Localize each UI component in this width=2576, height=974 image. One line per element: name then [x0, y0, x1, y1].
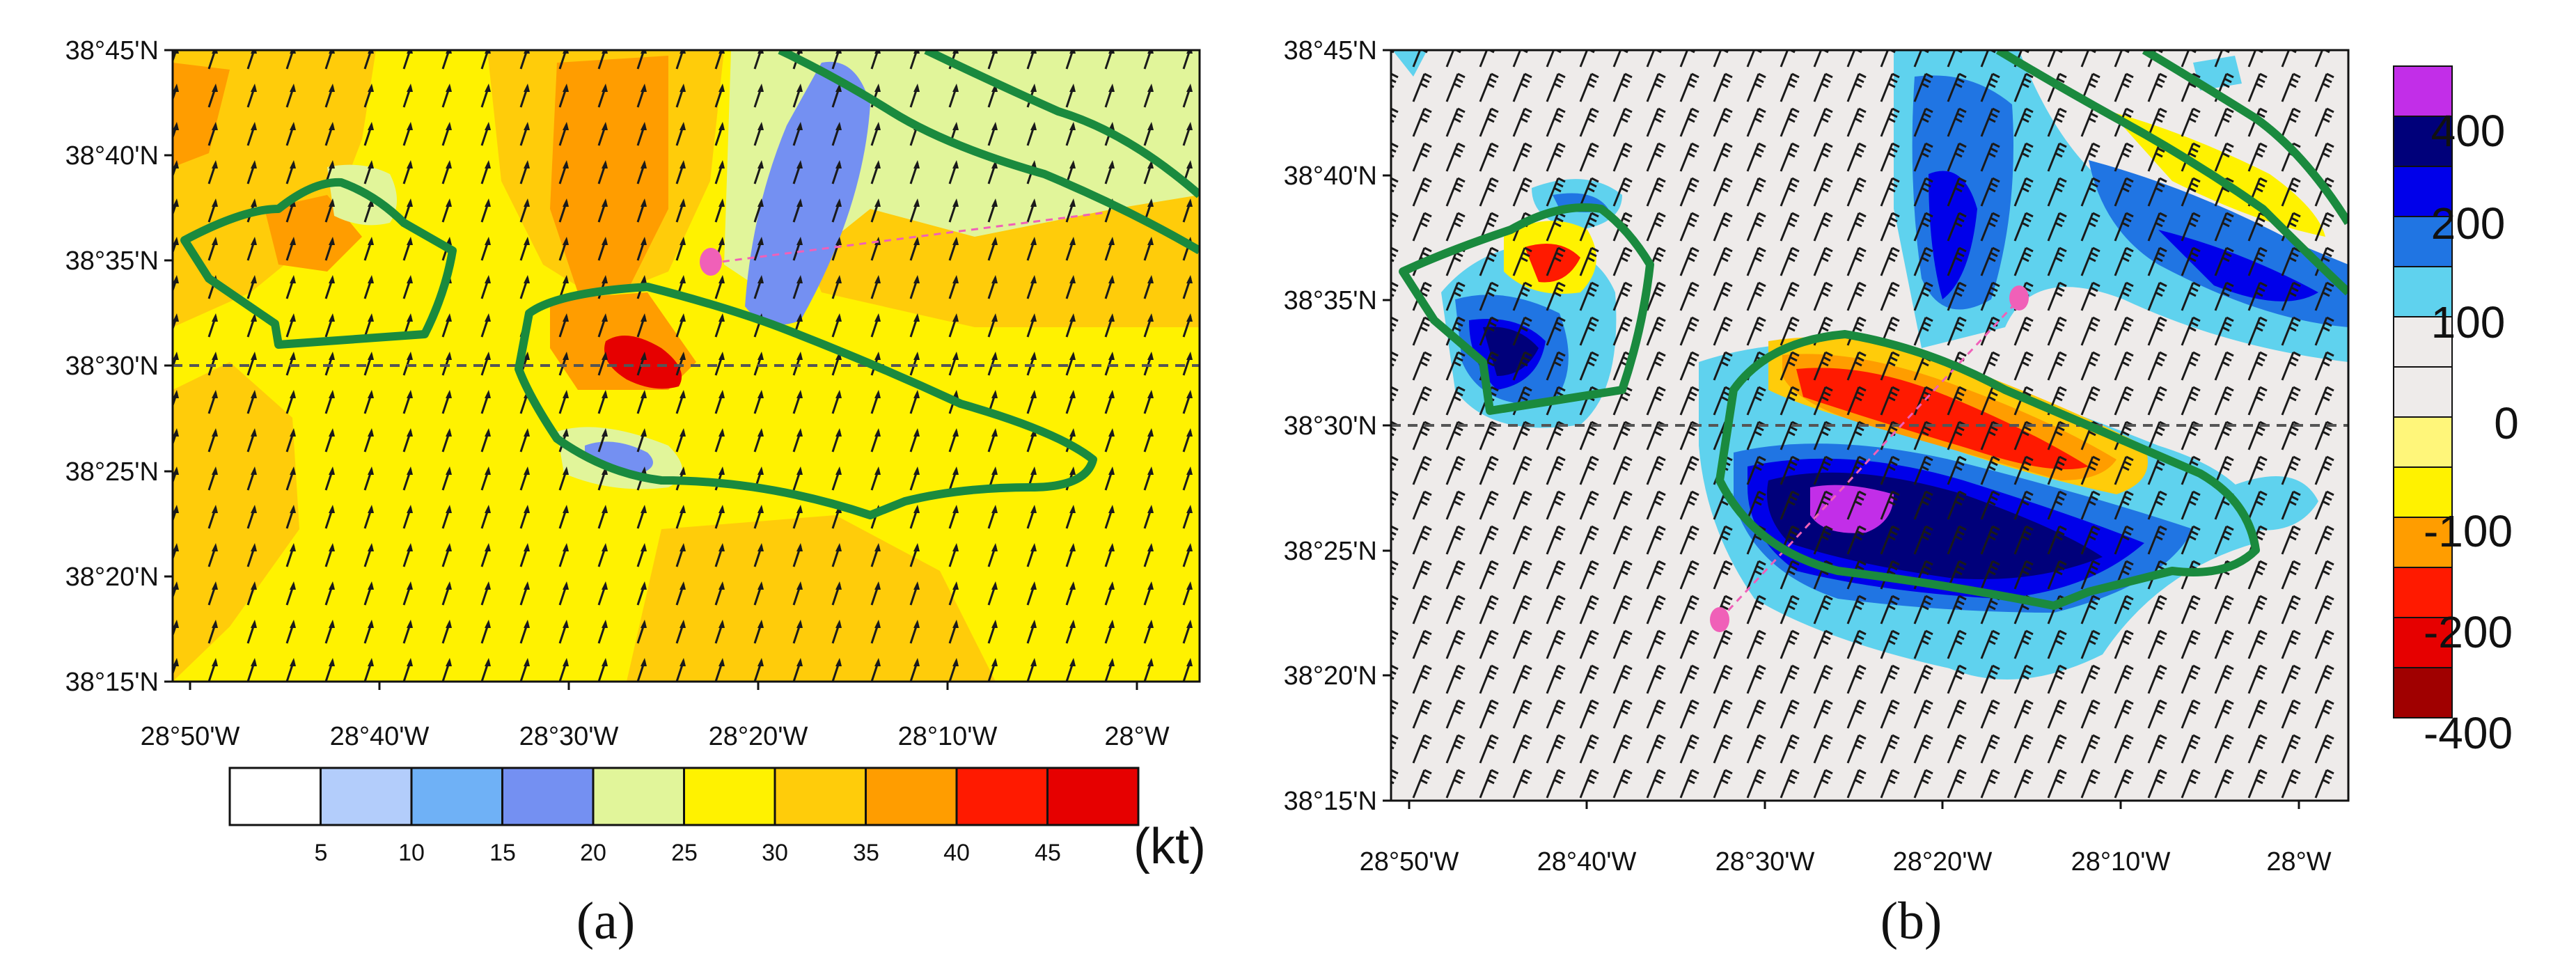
- colorbar-swatch: [2393, 517, 2453, 568]
- panel-b-label: (b): [1880, 892, 1942, 950]
- lon-tick-label: 28°20'W: [709, 722, 808, 751]
- storm-position-marker: [700, 248, 722, 276]
- colorbar-swatch: [2393, 116, 2453, 167]
- colorbar-swatch: [865, 767, 958, 826]
- colorbar-swatch: [320, 767, 413, 826]
- colorbar-swatch: [410, 767, 503, 826]
- colorbar-label: 5: [315, 840, 328, 866]
- island-outline-west: [1399, 203, 1654, 415]
- panel-a-lat-axis: 38°45'N 38°40'N 38°35'N 38°30'N 38°25'N …: [65, 36, 173, 697]
- colorbar-swatch: [683, 767, 776, 826]
- colorbar-swatch: [592, 767, 685, 826]
- lat-tick-label: 38°45'N: [1284, 36, 1377, 65]
- lat-tick-label: 38°40'N: [1284, 162, 1377, 191]
- colorbar-label: -400: [2424, 708, 2513, 758]
- lon-tick-label: 28°20'W: [1893, 847, 1993, 877]
- panel-a: 38°45'N 38°40'N 38°35'N 38°30'N 38°25'N …: [65, 36, 1206, 950]
- panel-a-map: [173, 50, 1200, 682]
- colorbar-label: 15: [489, 840, 516, 866]
- island-outline-central: [1715, 330, 2260, 610]
- lon-tick-label: 28°30'W: [1715, 847, 1815, 877]
- panel-b-lat-axis: 38°45'N 38°40'N 38°35'N 38°30'N 38°25'N …: [1284, 36, 1391, 816]
- colorbar-swatch: [2393, 416, 2453, 468]
- colorbar-label: -100: [2424, 506, 2513, 556]
- colorbar-label: 0: [2494, 398, 2519, 448]
- colorbar-label: -200: [2424, 607, 2513, 657]
- colorbar-swatch: [1046, 767, 1140, 826]
- colorbar-swatch: [2393, 466, 2453, 518]
- lat-tick-label: 38°40'N: [65, 141, 159, 171]
- lon-tick-label: 28°10'W: [2071, 847, 2171, 877]
- lat-tick-label: 38°25'N: [65, 457, 159, 487]
- storm-end-marker: [2009, 285, 2029, 311]
- colorbar-label: 20: [580, 840, 606, 866]
- lat-tick-label: 38°25'N: [1284, 537, 1377, 566]
- colorbar-label: 35: [853, 840, 879, 866]
- lon-tick-label: 28°W: [2266, 847, 2331, 877]
- panel-b-colorbar: 400 200 100 0 -100 -200 -400: [2393, 65, 2519, 758]
- lon-tick-label: 28°40'W: [330, 722, 430, 751]
- colorbar-swatch: [2393, 366, 2453, 418]
- colorbar-swatch: [955, 767, 1049, 826]
- lon-tick-label: 28°30'W: [519, 722, 619, 751]
- lat-tick-label: 38°30'N: [1284, 411, 1377, 441]
- storm-track-line: [709, 211, 1108, 265]
- panel-b-map: [1391, 50, 2348, 801]
- colorbar-label: 30: [762, 840, 788, 866]
- colorbar-unit: (kt): [1133, 819, 1206, 874]
- colorbar-swatch: [2393, 266, 2453, 317]
- wind-barb-field: [1391, 50, 2348, 801]
- lat-tick-label: 38°30'N: [65, 352, 159, 381]
- island-outline-northeast-north: [2142, 50, 2348, 226]
- colorbar-swatch: [2393, 166, 2453, 217]
- colorbar-label: 200: [2431, 198, 2506, 249]
- colorbar-label: 100: [2431, 297, 2506, 347]
- island-outline-west: [180, 178, 457, 349]
- island-outline-northeast-south: [1995, 50, 2348, 296]
- colorbar-swatch: [2393, 567, 2453, 618]
- colorbar-swatch: [501, 767, 595, 826]
- lat-tick-label: 38°35'N: [65, 246, 159, 276]
- colorbar-swatch: [228, 767, 322, 826]
- storm-track-line: [1718, 298, 2020, 621]
- lat-tick-label: 38°45'N: [65, 36, 159, 65]
- lat-tick-label: 38°35'N: [1284, 286, 1377, 315]
- lon-tick-label: 28°10'W: [898, 722, 998, 751]
- colorbar-label: 10: [398, 840, 425, 866]
- lat-tick-label: 38°15'N: [1284, 787, 1377, 816]
- colorbar-swatch: [2393, 316, 2453, 368]
- lon-tick-label: 28°W: [1104, 722, 1169, 751]
- panel-a-lon-axis: 28°50'W 28°40'W 28°30'W 28°20'W 28°10'W …: [141, 682, 1170, 751]
- colorbar-label: 45: [1035, 840, 1061, 866]
- lat-tick-label: 38°20'N: [1284, 661, 1377, 691]
- lon-tick-label: 28°50'W: [141, 722, 240, 751]
- island-outline-northeast-north: [924, 50, 1200, 198]
- colorbar-label: 400: [2431, 106, 2506, 156]
- island-outline-central: [515, 283, 1097, 519]
- lat-tick-label: 38°15'N: [65, 668, 159, 697]
- storm-start-marker: [1710, 607, 1729, 632]
- panel-b-lon-axis: 28°50'W 28°40'W 28°30'W 28°20'W 28°10'W …: [1360, 801, 2332, 877]
- panel-a-label: (a): [576, 892, 635, 950]
- colorbar-label: 40: [943, 840, 970, 866]
- island-outline-northeast-south: [778, 50, 1200, 255]
- lon-tick-label: 28°40'W: [1537, 847, 1637, 877]
- panel-b: 38°45'N 38°40'N 38°35'N 38°30'N 38°25'N …: [1284, 36, 2519, 950]
- panel-a-colorbar: 5 10 15 20 25 30 35 40 45 (kt): [228, 767, 1206, 874]
- colorbar-swatch: [773, 767, 867, 826]
- colorbar-swatch: [2393, 667, 2453, 718]
- lat-tick-label: 38°20'N: [65, 563, 159, 592]
- colorbar-label: 25: [671, 840, 698, 866]
- lon-tick-label: 28°50'W: [1360, 847, 1459, 877]
